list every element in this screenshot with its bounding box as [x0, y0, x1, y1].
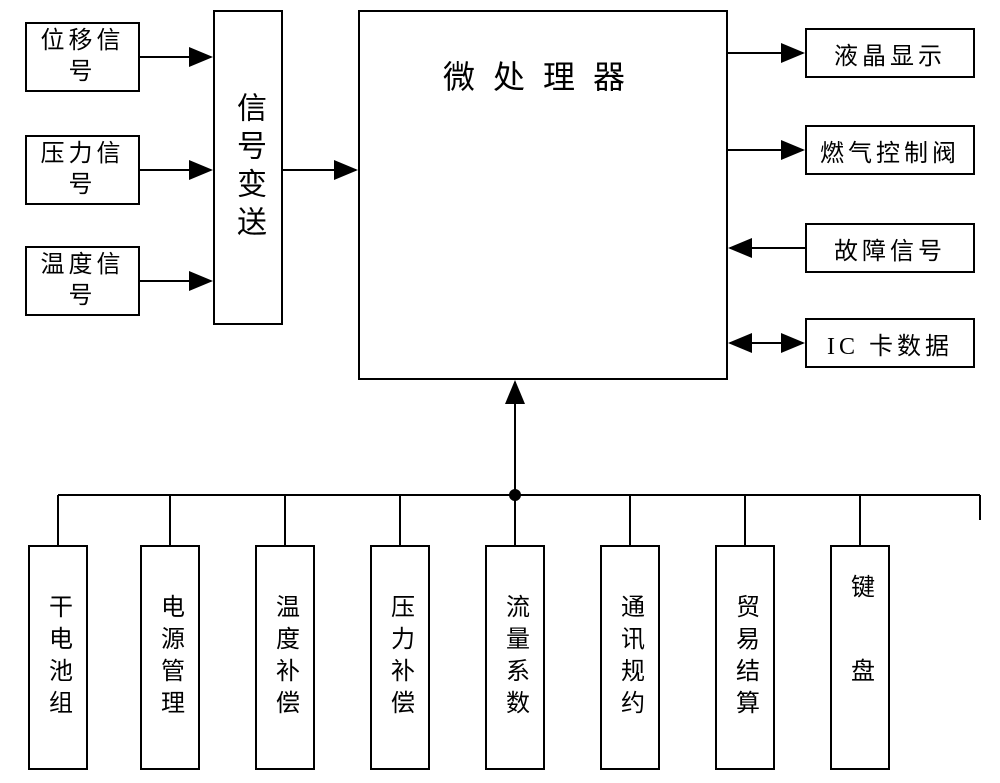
fault-box: 故障信号 — [805, 223, 975, 273]
displacement-label: 位移信号 — [27, 26, 138, 88]
lcd-label: 液晶显示 — [834, 36, 946, 71]
temperature-signal-box: 温度信号 — [25, 246, 140, 316]
ic-card-label: IC 卡数据 — [827, 326, 953, 361]
fault-label: 故障信号 — [834, 231, 946, 266]
gas-valve-label: 燃气控制阀 — [820, 133, 960, 168]
displacement-signal-box: 位移信号 — [25, 22, 140, 92]
pressure-signal-box: 压力信号 — [25, 135, 140, 205]
temp-comp-box: 温度补偿 — [255, 545, 315, 770]
temp-comp-label: 温度补偿 — [268, 594, 303, 722]
keyboard-box: 键盘 — [830, 545, 890, 770]
comm-protocol-label: 通讯规约 — [613, 594, 648, 722]
battery-label: 干电池组 — [41, 594, 76, 722]
signal-transmit-box: 信号变送 — [213, 10, 283, 325]
temperature-label: 温度信号 — [27, 250, 138, 312]
signal-transmit-label: 信号变送 — [226, 92, 270, 244]
trade-settle-box: 贸易结算 — [715, 545, 775, 770]
trade-settle-label: 贸易结算 — [728, 594, 763, 722]
pressure-comp-label: 压力补偿 — [383, 594, 418, 722]
gas-valve-box: 燃气控制阀 — [805, 125, 975, 175]
lcd-box: 液晶显示 — [805, 28, 975, 78]
power-mgmt-box: 电源管理 — [140, 545, 200, 770]
keyboard-label: 键盘 — [843, 574, 878, 742]
pressure-label: 压力信号 — [27, 139, 138, 201]
power-mgmt-label: 电源管理 — [153, 594, 188, 722]
ic-card-box: IC 卡数据 — [805, 318, 975, 368]
comm-protocol-box: 通讯规约 — [600, 545, 660, 770]
flow-coeff-box: 流量系数 — [485, 545, 545, 770]
microprocessor-label: 微处理器 — [443, 52, 643, 98]
microprocessor-box: 微处理器 — [358, 10, 728, 380]
flow-coeff-label: 流量系数 — [498, 594, 533, 722]
battery-box: 干电池组 — [28, 545, 88, 770]
pressure-comp-box: 压力补偿 — [370, 545, 430, 770]
